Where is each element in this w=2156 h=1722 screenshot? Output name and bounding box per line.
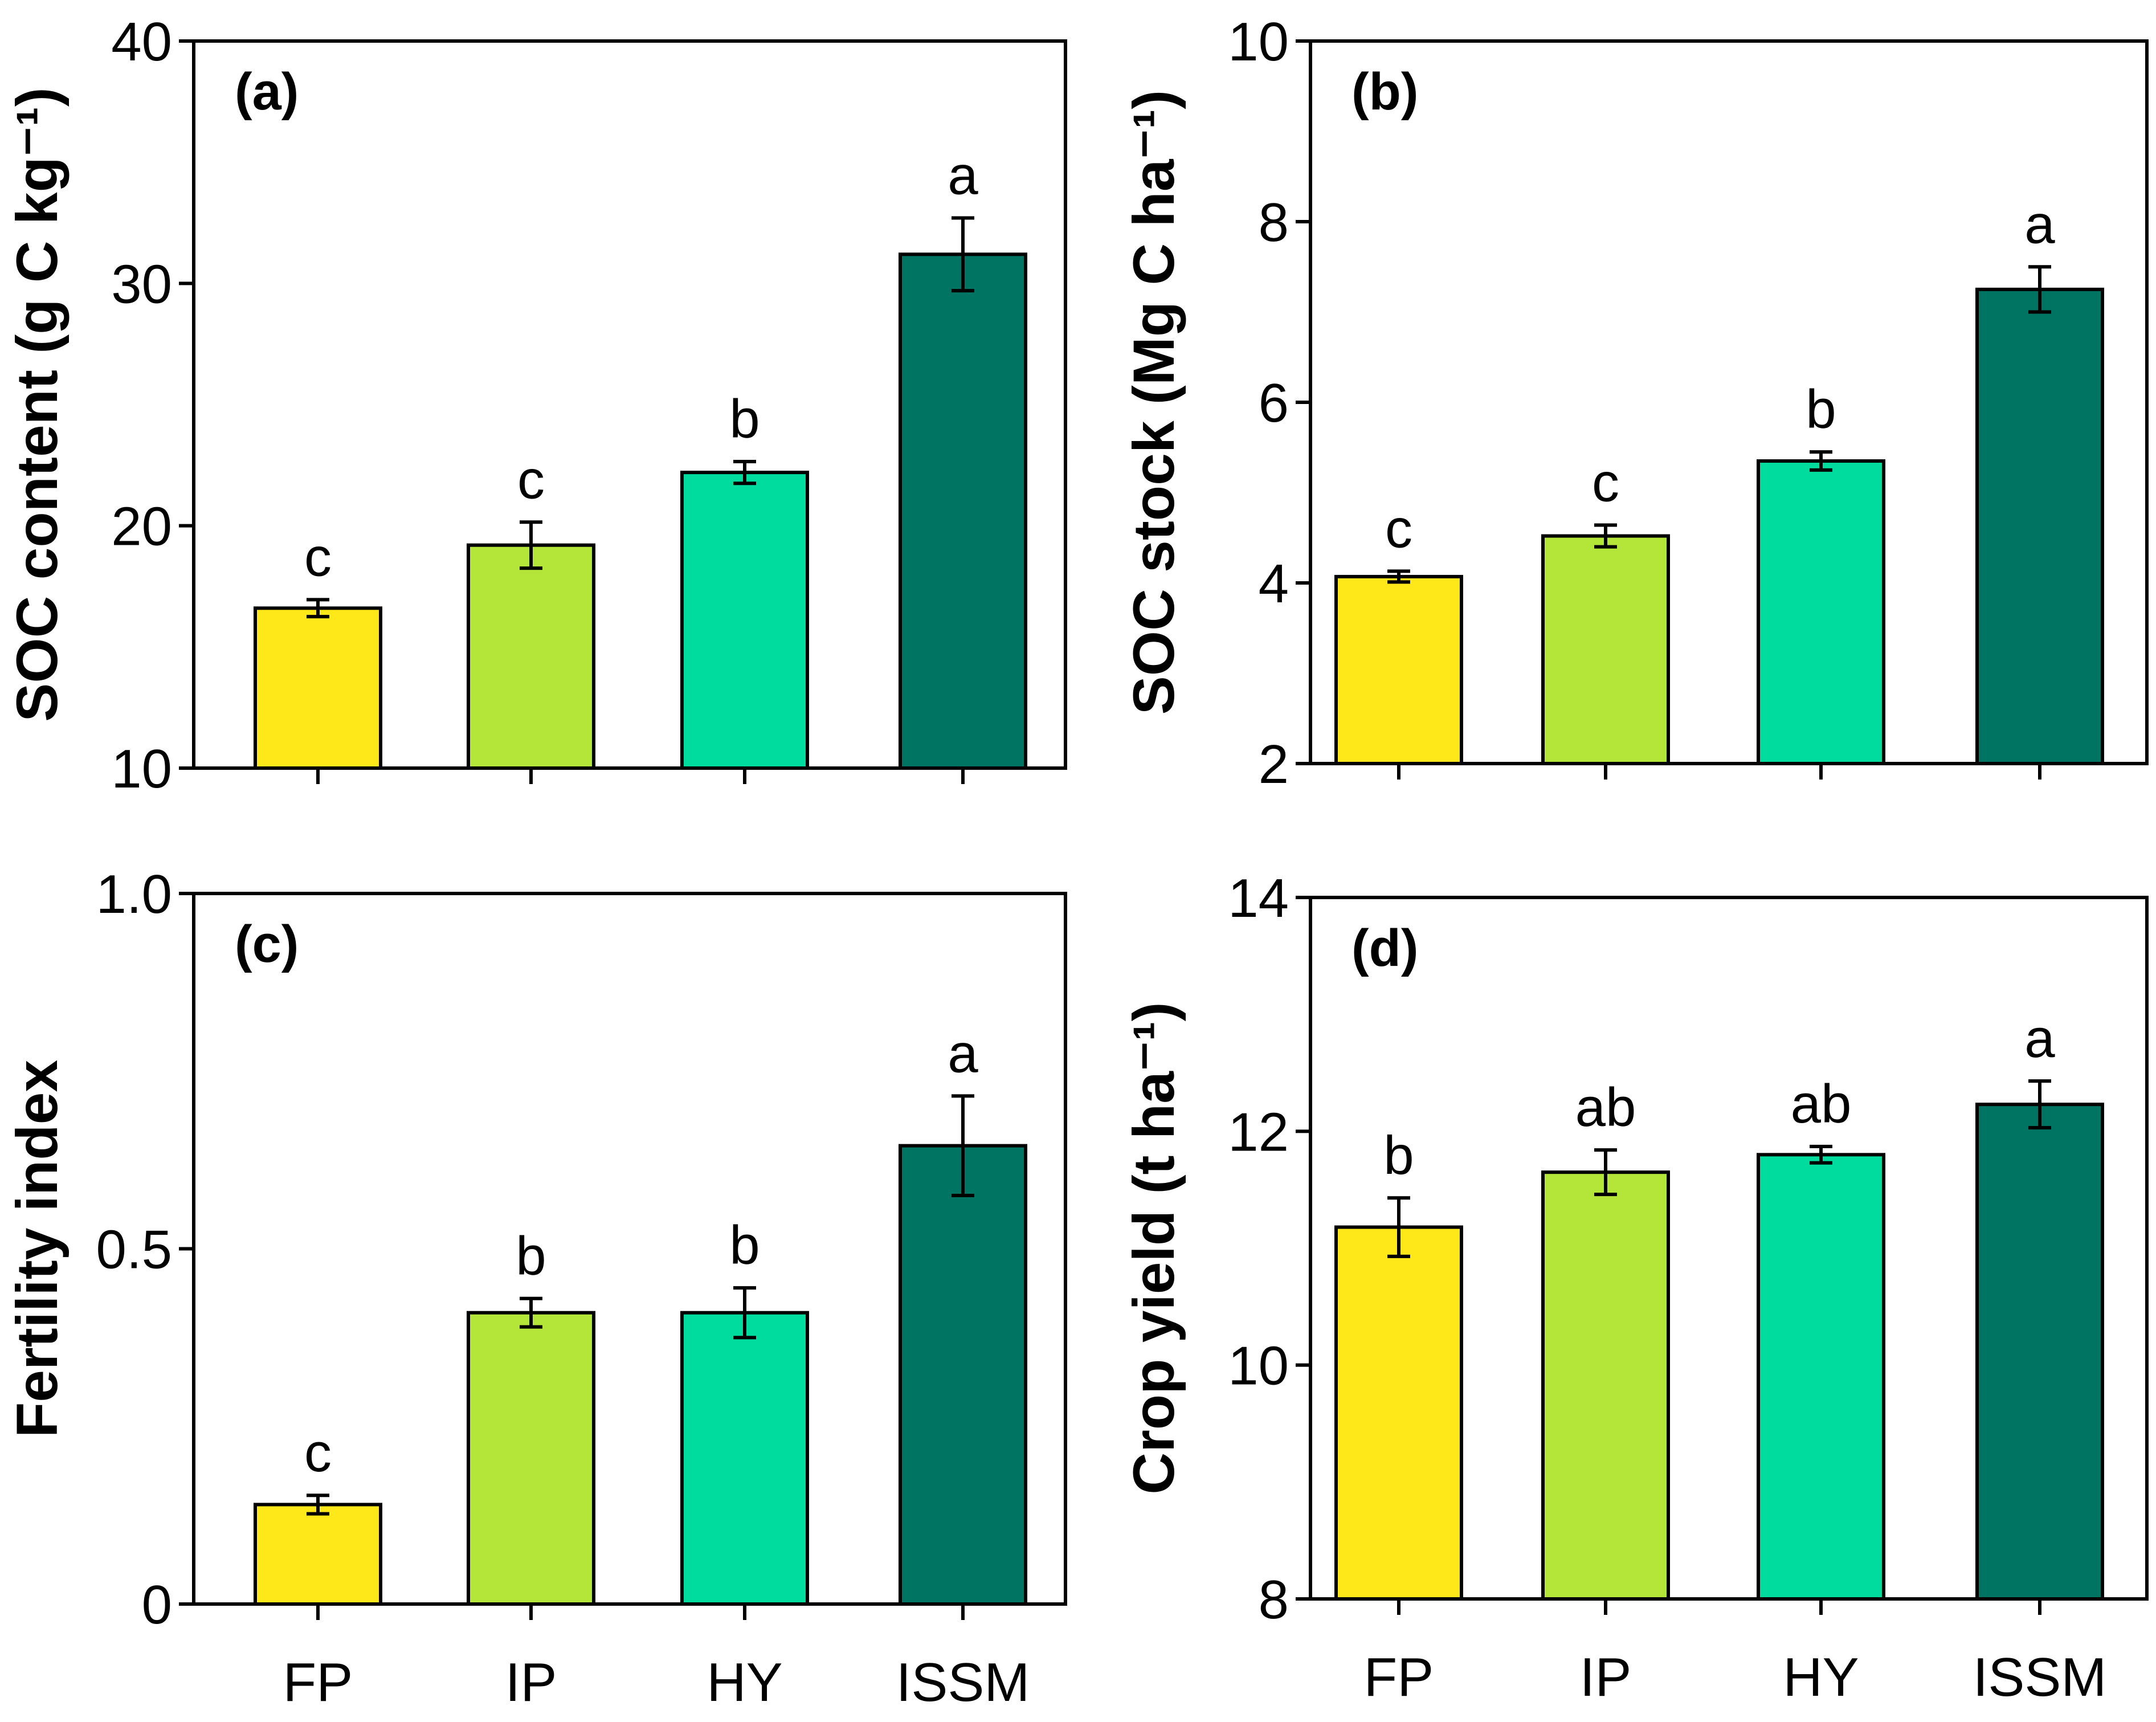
- y-axis-title: SOC content (g C kg⁻¹): [5, 87, 70, 721]
- bar-fp: [1334, 574, 1463, 766]
- bar-issm: [899, 252, 1027, 770]
- y-tick-label: 2: [1259, 734, 1289, 795]
- x-tick-label: ISSM: [896, 1652, 1030, 1713]
- significance-label: a: [948, 1023, 978, 1084]
- significance-label: c: [304, 1422, 332, 1483]
- significance-label: b: [729, 389, 760, 450]
- y-tick-label: 30: [111, 254, 172, 315]
- y-tick-label: 40: [111, 11, 172, 72]
- x-tick-label: HY: [1783, 1647, 1859, 1708]
- bar-hy: [680, 1311, 809, 1606]
- y-tick-label: 6: [1259, 373, 1289, 434]
- significance-label: a: [948, 145, 978, 206]
- y-tick-label: 20: [111, 496, 172, 557]
- bar-issm: [1975, 1103, 2104, 1601]
- x-tick-label: HY: [707, 1652, 782, 1713]
- bar-fp: [254, 606, 382, 770]
- plot-frame: [1309, 896, 2149, 1601]
- bar-ip: [1541, 534, 1670, 766]
- y-tick-label: 10: [1228, 11, 1289, 72]
- bar-fp: [254, 1503, 382, 1606]
- x-tick-label: IP: [505, 1652, 557, 1713]
- panel-label: (a): [235, 63, 299, 121]
- chart-panel-4: 8 10 12 14 Crop yield (t ha⁻¹) (d) b FP ab IP ab HY…: [1121, 868, 2149, 1708]
- bar-hy: [1757, 1153, 1885, 1601]
- y-tick-label: 12: [1228, 1101, 1289, 1162]
- y-tick-label: 0: [142, 1574, 172, 1635]
- significance-label: b: [1806, 379, 1836, 440]
- x-tick-label: FP: [283, 1652, 353, 1713]
- y-tick-label: 8: [1259, 192, 1289, 253]
- panel-label: (b): [1351, 63, 1418, 121]
- chart-panel-3: 0 0.5 1.0 Fertility index (c) c FP b IP b HY a ISSM: [5, 864, 1067, 1713]
- bar-ip: [467, 1311, 595, 1606]
- significance-label: c: [304, 527, 332, 587]
- x-tick-label: ISSM: [1973, 1647, 2107, 1708]
- bar-issm: [899, 1144, 1027, 1606]
- significance-label: b: [1383, 1125, 1414, 1186]
- x-tick-label: IP: [1580, 1647, 1632, 1708]
- significance-label: c: [1385, 498, 1412, 559]
- y-tick-label: 0.5: [96, 1219, 172, 1280]
- significance-label: b: [729, 1215, 760, 1276]
- panel-label: (c): [235, 915, 299, 973]
- significance-label: c: [517, 449, 545, 510]
- bar-fp: [1334, 1225, 1463, 1601]
- panel-label: (d): [1351, 919, 1418, 977]
- significance-label: ab: [1791, 1074, 1852, 1135]
- significance-label: a: [2024, 194, 2055, 255]
- bar-ip: [1541, 1170, 1670, 1601]
- significance-label: ab: [1575, 1077, 1636, 1138]
- y-tick-label: 10: [1228, 1336, 1289, 1397]
- chart-panel-1: 10 20 30 40 SOC content (g C kg⁻¹) (a) c c b a: [5, 11, 1067, 799]
- y-axis-title: SOC stock (Mg C ha⁻¹): [1121, 90, 1186, 715]
- significance-label: b: [516, 1226, 546, 1287]
- y-axis-title: Fertility index: [5, 1060, 70, 1438]
- y-tick-label: 10: [111, 738, 172, 799]
- y-tick-label: 4: [1259, 553, 1289, 614]
- bar-hy: [680, 471, 809, 770]
- significance-label: c: [1592, 452, 1619, 513]
- y-tick-label: 8: [1259, 1569, 1289, 1630]
- plot-frame: [192, 39, 1067, 770]
- bar-hy: [1757, 459, 1885, 765]
- significance-label: a: [2024, 1008, 2055, 1069]
- chart-panel-2: 2 4 6 8 10 SOC stock (Mg C ha⁻¹) (b) c c b a: [1121, 11, 2149, 795]
- x-tick-label: FP: [1364, 1647, 1434, 1708]
- bar-issm: [1975, 287, 2104, 765]
- bar-ip: [467, 543, 595, 770]
- y-tick-label: 1.0: [96, 864, 172, 925]
- y-tick-label: 14: [1228, 868, 1289, 929]
- y-axis-title: Crop yield (t ha⁻¹): [1121, 1002, 1186, 1494]
